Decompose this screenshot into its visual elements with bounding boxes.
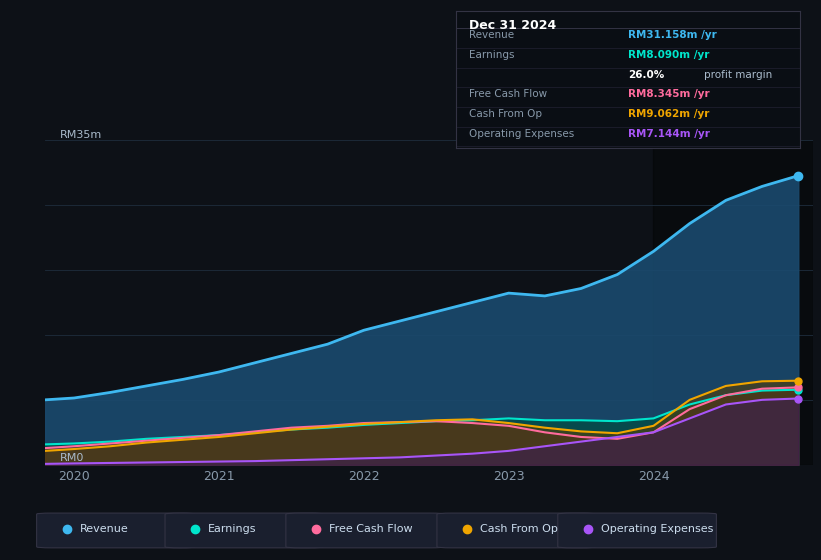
Text: Operating Expenses: Operating Expenses (601, 524, 713, 534)
Text: Free Cash Flow: Free Cash Flow (470, 90, 548, 100)
FancyBboxPatch shape (437, 513, 595, 548)
FancyBboxPatch shape (286, 513, 444, 548)
Text: Earnings: Earnings (208, 524, 257, 534)
Text: RM7.144m /yr: RM7.144m /yr (628, 129, 710, 139)
Text: RM8.345m /yr: RM8.345m /yr (628, 90, 709, 100)
Text: Operating Expenses: Operating Expenses (470, 129, 575, 139)
Text: Free Cash Flow: Free Cash Flow (329, 524, 412, 534)
Text: RM8.090m /yr: RM8.090m /yr (628, 50, 709, 60)
Text: Revenue: Revenue (80, 524, 128, 534)
FancyBboxPatch shape (37, 513, 195, 548)
Text: profit margin: profit margin (704, 70, 773, 80)
Text: Earnings: Earnings (470, 50, 515, 60)
Text: Cash From Op: Cash From Op (470, 109, 543, 119)
Text: RM35m: RM35m (60, 130, 102, 140)
Text: RM31.158m /yr: RM31.158m /yr (628, 30, 717, 40)
Text: RM9.062m /yr: RM9.062m /yr (628, 109, 709, 119)
Text: Cash From Op: Cash From Op (480, 524, 557, 534)
FancyBboxPatch shape (557, 513, 717, 548)
Text: 26.0%: 26.0% (628, 70, 664, 80)
FancyBboxPatch shape (165, 513, 323, 548)
Text: Dec 31 2024: Dec 31 2024 (470, 20, 557, 32)
Text: RM0: RM0 (60, 453, 84, 463)
Bar (654, 140, 813, 465)
Text: Revenue: Revenue (470, 30, 515, 40)
